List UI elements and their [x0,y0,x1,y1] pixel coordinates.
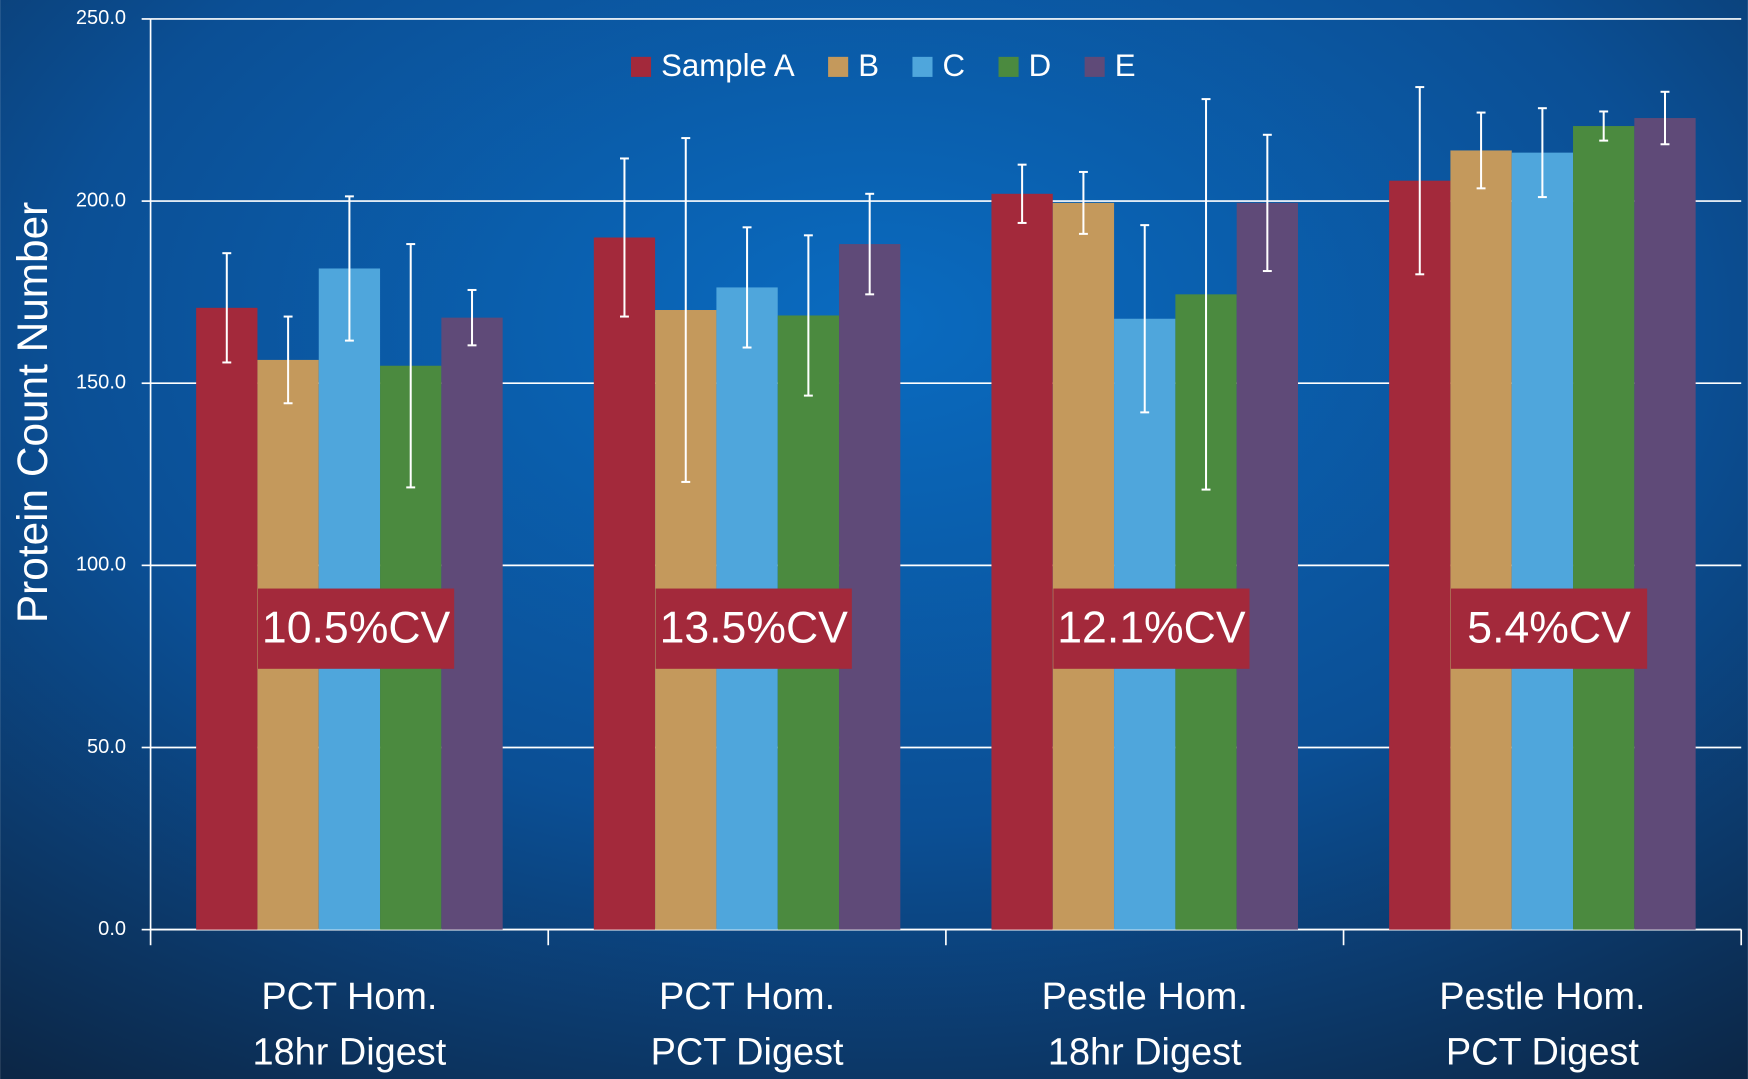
legend-label: Sample A [661,48,795,83]
error-bar [742,226,752,349]
legend-swatch [998,56,1019,77]
bar [1389,180,1451,930]
annotation-box [1450,588,1648,669]
x-tick-label: Pestle Hom. [1439,976,1645,1018]
legend-label: D [1029,48,1052,83]
y-tick-label: 150.0 [76,372,126,394]
bar [1236,202,1298,930]
y-tick-label: 50.0 [87,736,126,758]
error-bar [406,243,416,489]
error-bar [681,137,691,483]
bar [196,307,258,930]
x-tick-label: PCT Digest [651,1031,844,1073]
bar [1450,150,1512,930]
error-bar [1262,133,1272,273]
x-tick-label: Pestle Hom. [1042,976,1248,1018]
error-bar [1078,170,1088,235]
annotation-box [655,588,852,669]
annotation: 13.5%CV [660,604,849,653]
error-bar [1017,163,1027,224]
x-tick-label: PCT Digest [1446,1031,1639,1073]
annotation: 12.1%CV [1057,604,1246,653]
error-bar [803,234,813,397]
error-bar [1660,90,1670,146]
error-bar [1599,110,1609,142]
legend-swatch [631,56,652,77]
y-tick-label: 250.0 [76,7,126,29]
annotation-box [1053,588,1250,669]
error-bar [222,252,232,364]
annotation: 10.5%CV [262,604,451,653]
error-bar [467,288,477,347]
error-bar [865,192,875,296]
legend-swatch [1084,56,1105,77]
bar [991,193,1053,930]
bar [1634,118,1696,930]
annotation: 5.4%CV [1467,604,1631,653]
error-bar [1415,86,1425,276]
legend-label: E [1115,48,1136,83]
y-tick-label: 200.0 [76,189,126,211]
error-bar [344,195,354,342]
bar [593,237,656,930]
bar [1573,126,1635,930]
x-tick-label: PCT Hom. [261,976,437,1018]
error-bar [619,157,629,318]
error-bar [1140,224,1150,414]
bar [839,244,901,930]
legend-label: C [943,48,966,83]
error-bar [1537,107,1547,199]
x-tick-label: PCT Hom. [659,976,835,1018]
y-axis-label: Protein Count Number [9,202,56,623]
legend-label: B [858,48,879,83]
x-tick-label: 18hr Digest [1048,1031,1242,1073]
bar [1052,202,1115,930]
legend-swatch [828,56,849,77]
legend-swatch [912,56,933,77]
error-bar [283,315,293,405]
bar [1511,152,1574,930]
error-bar [1201,98,1211,491]
y-tick-label: 0.0 [98,918,126,940]
y-tick-label: 100.0 [76,554,126,576]
annotation-box [258,588,455,669]
error-bar [1476,111,1486,190]
x-tick-label: 18hr Digest [253,1031,447,1073]
